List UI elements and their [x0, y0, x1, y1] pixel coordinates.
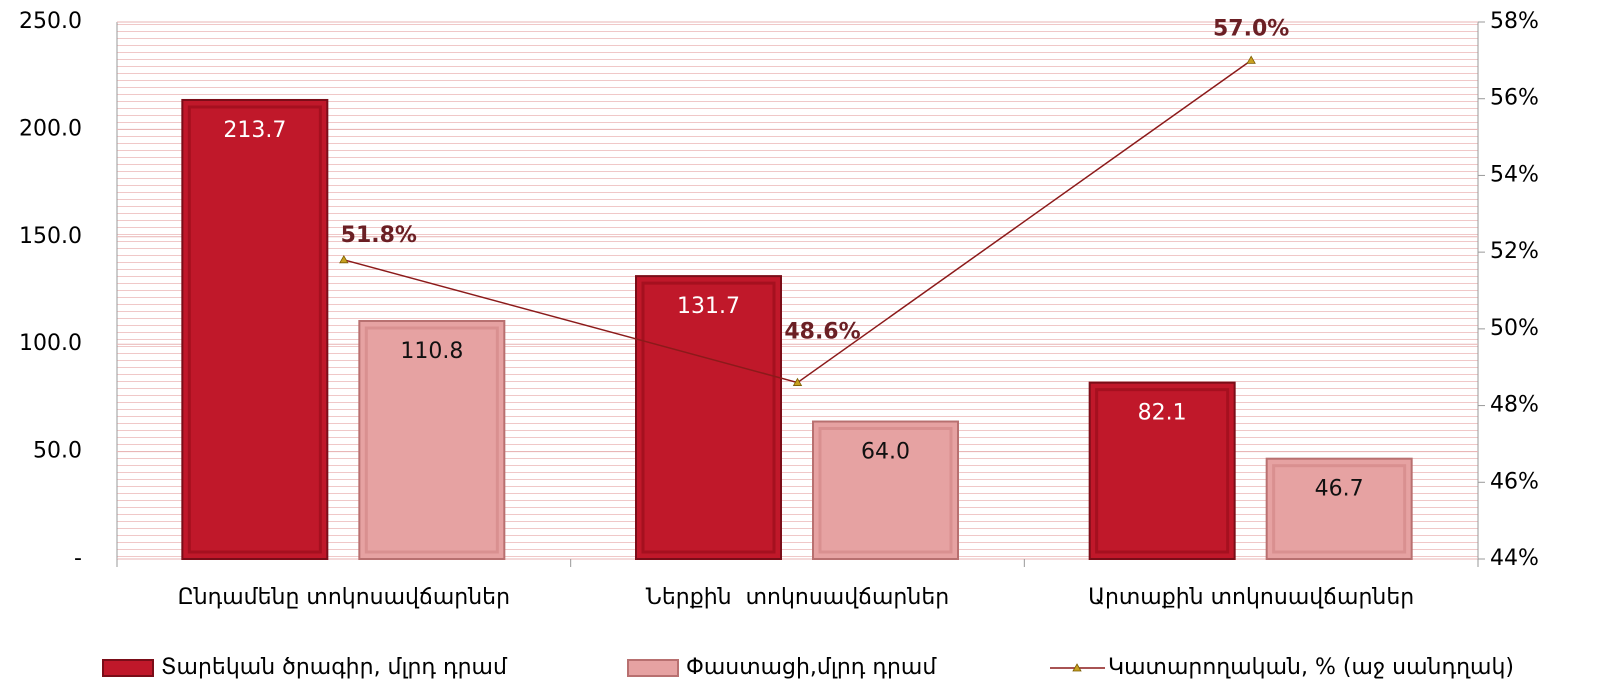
line-value-label: 48.6% — [784, 320, 860, 345]
bar-bevel — [1272, 464, 1407, 554]
legend-swatch — [627, 659, 679, 677]
x-tick-label: Ընդամենը տոկոսավճարներ — [178, 585, 510, 610]
bar-bevel — [641, 281, 776, 554]
line-value-label: 57.0% — [1213, 16, 1289, 41]
legend-label: Կատարողական, % (աջ սանդղակ) — [1108, 655, 1514, 680]
line-marker — [339, 255, 349, 264]
y2-tick-label: 56% — [1490, 86, 1539, 111]
plot-area — [117, 22, 1478, 559]
bar-bevel — [364, 326, 499, 554]
x-tick-label: Ներքին տոկոսավճարներ — [646, 585, 949, 610]
line-value-label: 51.8% — [341, 223, 417, 248]
bar — [635, 275, 782, 560]
y2-tick-label: 46% — [1490, 469, 1539, 494]
bar-value-label: 46.7 — [1315, 477, 1364, 502]
y-tick-label: 250.0 — [19, 9, 82, 34]
line-marker — [792, 377, 803, 386]
y-tick-label: 50.0 — [33, 439, 82, 464]
bar — [358, 320, 506, 560]
bar-bevel — [1095, 388, 1230, 554]
y-tick-label: 200.0 — [19, 116, 82, 141]
y2-tick-label: 52% — [1490, 239, 1539, 264]
legend-label: Տարեկան ծրագիր, մլրդ դրամ — [161, 655, 508, 680]
x-tick-label: Արտաքին տոկոսավճարներ — [1088, 585, 1414, 610]
bar — [181, 98, 329, 560]
y2-tick-label: 58% — [1490, 9, 1539, 34]
bar-bevel — [187, 105, 322, 554]
bar-value-label: 82.1 — [1138, 401, 1187, 426]
bar — [812, 420, 959, 561]
bar — [1088, 381, 1236, 560]
y-tick-label: 100.0 — [19, 331, 82, 356]
bar-value-label: 110.8 — [400, 339, 463, 364]
y2-tick-label: 48% — [1490, 393, 1539, 418]
y-tick-label: - — [74, 546, 82, 571]
bar-value-label: 213.7 — [223, 118, 286, 143]
legend-marker — [1072, 663, 1082, 672]
y2-tick-label: 54% — [1490, 162, 1539, 187]
bar — [1265, 457, 1413, 560]
legend-swatch — [102, 659, 154, 677]
bar-value-label: 131.7 — [677, 294, 740, 319]
y2-tick-label: 44% — [1490, 546, 1539, 571]
bar-value-label: 64.0 — [861, 440, 910, 465]
y2-tick-label: 50% — [1490, 316, 1539, 341]
y-tick-label: 150.0 — [19, 224, 82, 249]
legend-label: Փաստացի,մլրդ դրամ — [686, 655, 937, 680]
bar-bevel — [818, 427, 953, 554]
line-marker — [1246, 55, 1256, 64]
